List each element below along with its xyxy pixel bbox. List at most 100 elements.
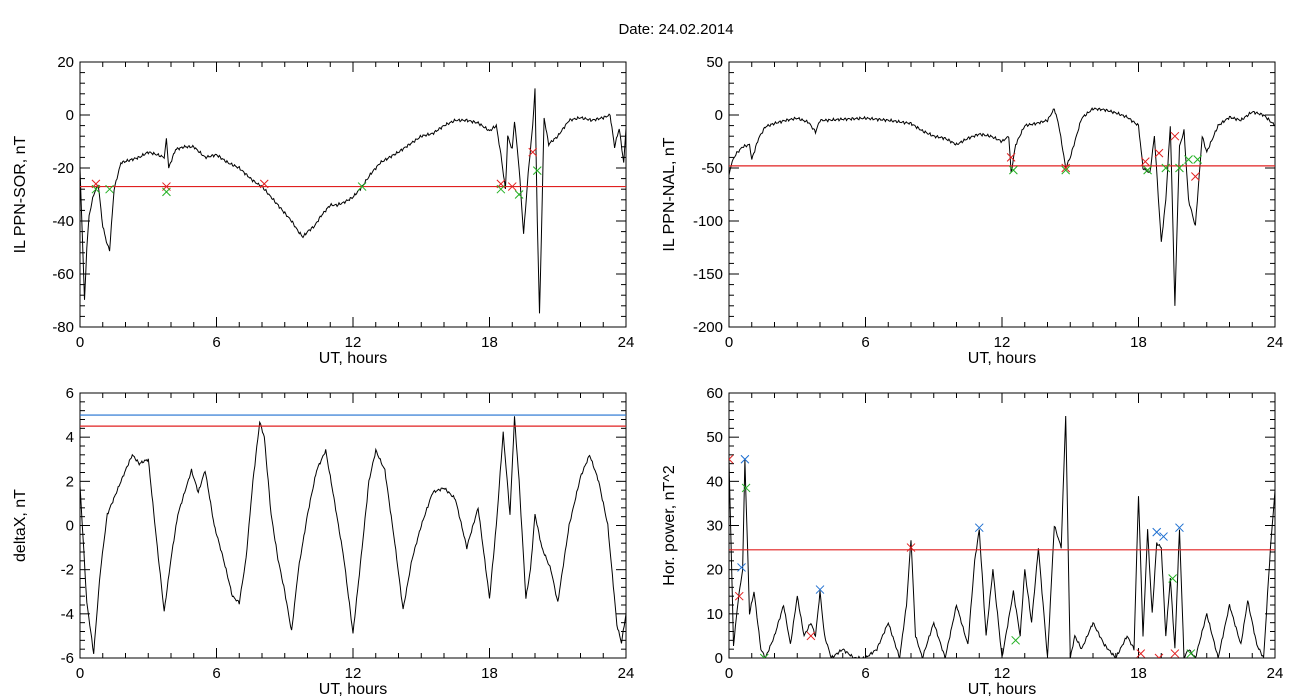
marker-stroke xyxy=(1154,148,1164,158)
x-tick-label: 18 xyxy=(481,334,498,351)
marker-green xyxy=(91,184,101,194)
plot-frame xyxy=(79,392,627,659)
y-tick-label: -150 xyxy=(693,266,723,283)
marker-blue xyxy=(1175,523,1184,533)
marker-stroke xyxy=(1193,155,1203,164)
marker-stroke xyxy=(1061,165,1071,175)
marker-stroke xyxy=(1191,172,1200,181)
marker-green xyxy=(105,184,114,194)
y-tick-label: 40 xyxy=(706,473,723,490)
marker-stroke xyxy=(1140,157,1150,166)
marker-blue xyxy=(974,523,984,533)
marker-red xyxy=(906,543,916,552)
marker-stroke xyxy=(1006,153,1016,162)
x-axis-title: UT, hours xyxy=(968,350,1036,367)
x-tick-label: 24 xyxy=(1267,334,1284,351)
x-tick-label: 0 xyxy=(725,334,733,351)
x-tick-label: 12 xyxy=(345,665,362,682)
x-tick-label: 12 xyxy=(994,334,1011,351)
marker-red xyxy=(507,182,517,191)
plot-frame xyxy=(728,61,1276,328)
y-axis-title: IL PPN-SOR, nT xyxy=(12,135,29,253)
x-tick-label: 18 xyxy=(1130,334,1147,351)
marker-stroke xyxy=(740,454,750,464)
marker-stroke xyxy=(1136,649,1146,658)
marker-stroke xyxy=(1143,165,1152,175)
y-tick-label: 4 xyxy=(66,429,74,446)
marker-blue xyxy=(815,585,825,594)
y-tick-label: 50 xyxy=(706,54,723,71)
y-tick-label: 20 xyxy=(706,562,723,579)
y-tick-label: -40 xyxy=(52,213,74,230)
marker-red xyxy=(1140,157,1150,166)
marker-stroke xyxy=(1175,523,1184,533)
series-line xyxy=(80,416,626,654)
marker-stroke xyxy=(734,591,744,601)
marker-stroke xyxy=(737,563,746,572)
x-axis-title: UT, hours xyxy=(319,681,387,698)
x-tick-label: 0 xyxy=(76,334,84,351)
marker-green xyxy=(532,166,542,176)
y-tick-label: -80 xyxy=(52,319,74,336)
x-axis-title: UT, hours xyxy=(319,350,387,367)
y-tick-label: 0 xyxy=(715,107,723,124)
plot-frame xyxy=(728,392,1276,659)
marker-stroke xyxy=(1009,165,1018,175)
marker-green xyxy=(1143,165,1152,175)
panel-il-sor: 0 6 12 18 24 -80 -60 -40 -20 0 20 UT, hours IL PPN-S… xyxy=(12,54,634,367)
marker-stroke xyxy=(91,184,101,194)
marker-red xyxy=(734,591,744,601)
y-tick-label: 6 xyxy=(66,385,74,402)
figure-title: Date: 24.02.2014 xyxy=(618,21,733,38)
marker-green xyxy=(496,184,506,194)
marker-green xyxy=(162,187,171,197)
marker-green xyxy=(741,483,751,493)
x-tick-label: 24 xyxy=(1267,665,1284,682)
marker-red xyxy=(1006,153,1016,162)
y-tick-label: 30 xyxy=(706,518,723,535)
y-tick-label: -2 xyxy=(61,562,74,579)
marker-green xyxy=(1184,155,1193,164)
marker-blue xyxy=(740,454,750,464)
y-tick-label: -100 xyxy=(693,213,723,230)
marker-stroke xyxy=(1158,653,1164,658)
marker-stroke xyxy=(1170,131,1180,141)
marker-green xyxy=(1009,165,1018,175)
x-tick-label: 6 xyxy=(861,334,869,351)
y-tick-label: -50 xyxy=(701,160,723,177)
y-tick-label: 50 xyxy=(706,429,723,446)
marker-stroke xyxy=(906,543,916,552)
marker-stroke xyxy=(1170,649,1180,658)
y-axis-title: IL PPN-NAL, nT xyxy=(661,137,678,251)
marker-stroke xyxy=(759,653,765,658)
marker-red xyxy=(1170,131,1180,141)
plot-frame xyxy=(79,61,627,328)
x-tick-label: 18 xyxy=(481,665,498,682)
marker-green xyxy=(1168,574,1177,583)
panel-hor-power: 0 6 12 18 24 0 10 20 30 40 50 60 UT, hours Hor. power… xyxy=(661,385,1283,698)
marker-stroke xyxy=(729,454,734,460)
marker-stroke xyxy=(1168,574,1177,583)
marker-green xyxy=(1186,649,1196,658)
x-axis-title: UT, hours xyxy=(968,681,1036,698)
y-tick-label: 20 xyxy=(57,54,74,71)
marker-stroke xyxy=(357,182,367,191)
marker-green xyxy=(357,182,367,191)
marker-stroke xyxy=(1154,653,1160,658)
series-line xyxy=(729,415,1275,658)
marker-stroke xyxy=(532,166,542,176)
marker-green xyxy=(1193,155,1203,164)
marker-red xyxy=(1136,649,1146,658)
marker-red xyxy=(1061,163,1071,173)
marker-stroke xyxy=(259,179,269,189)
marker-red xyxy=(259,179,269,189)
panel-il-nal: 0 6 12 18 24 -200 -150 -100 -50 0 50 UT, hours IL PP… xyxy=(661,54,1283,367)
y-tick-label: -4 xyxy=(61,606,74,623)
x-tick-label: 6 xyxy=(861,665,869,682)
marker-stroke xyxy=(496,184,506,194)
plot-area xyxy=(80,88,626,314)
marker-stroke xyxy=(806,631,816,641)
y-tick-label: 10 xyxy=(706,606,723,623)
marker-blue xyxy=(1159,532,1168,541)
